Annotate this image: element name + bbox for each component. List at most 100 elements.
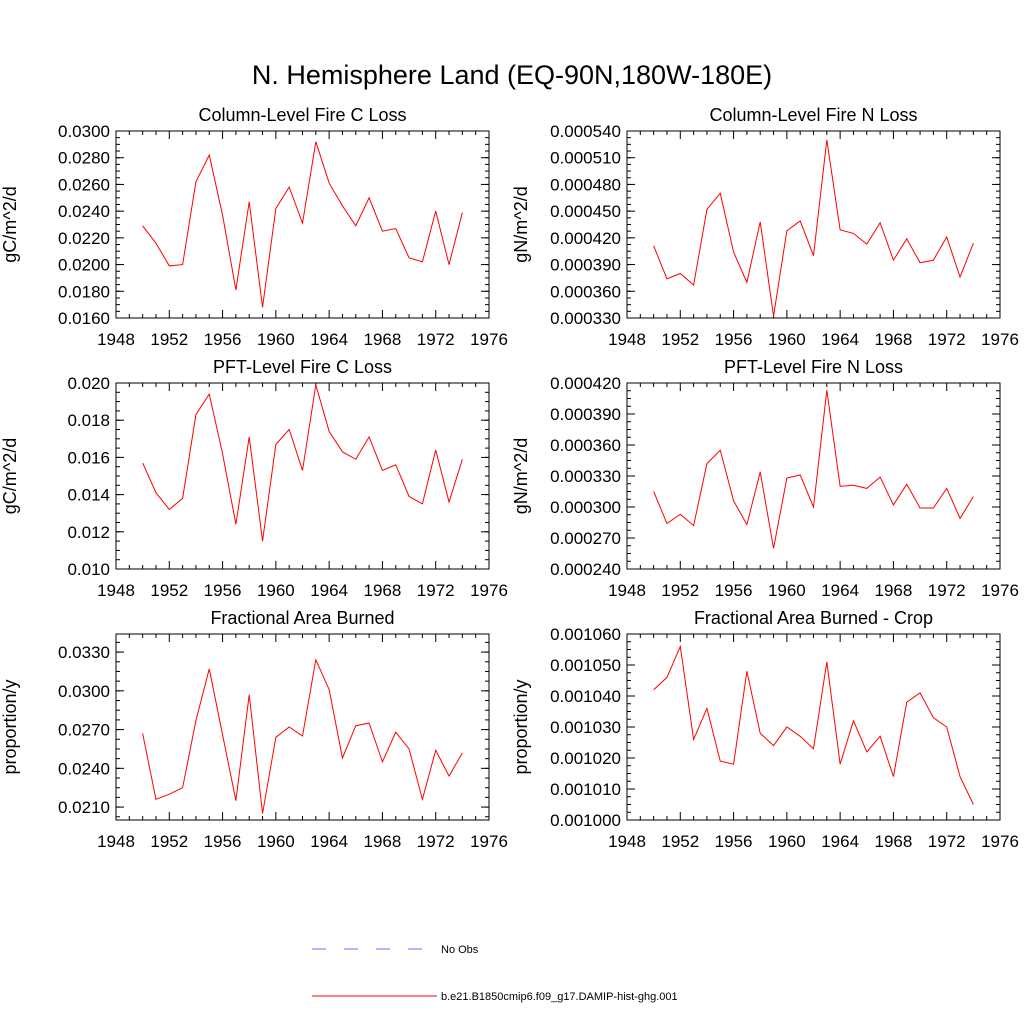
panel-6: Fractional Area Burned - Crop 1948 1952 195… <box>511 608 1019 851</box>
y-tick-label: 0.000540 <box>550 122 621 141</box>
legend: No Obs b.e21.B1850cmip6.f09_g17.DAMIP-his… <box>312 944 678 1003</box>
y-tick-label: 0.0240 <box>58 759 110 778</box>
series-line <box>653 390 974 549</box>
x-tick-label: 1976 <box>981 832 1019 851</box>
y-tick-label: 0.0300 <box>58 682 110 701</box>
chart-panels: Column-Level Fire C Loss 1948 1952 1956 1960… <box>0 105 1019 851</box>
y-tick-label: 0.000420 <box>550 374 621 393</box>
panel-2: Column-Level Fire N Loss 1948 1952 1956 1960… <box>511 105 1019 349</box>
y-tick-label: 0.0220 <box>58 229 110 248</box>
x-tick-label: 1952 <box>150 832 188 851</box>
x-tick-label: 1968 <box>875 832 913 851</box>
x-tick-label: 1952 <box>150 330 188 349</box>
x-tick-label: 1952 <box>150 581 188 600</box>
y-tick-label: 0.018 <box>67 411 110 430</box>
x-tick-label: 1952 <box>661 581 699 600</box>
legend-label: b.e21.B1850cmip6.f09_g17.DAMIP-hist-ghg.… <box>441 991 678 1003</box>
panel-title: Column-Level Fire N Loss <box>709 105 917 125</box>
x-tick-label: 1964 <box>310 832 348 851</box>
x-tick-label: 1948 <box>97 330 135 349</box>
x-tick-label: 1960 <box>768 832 806 851</box>
y-tick-label: 0.0240 <box>58 202 110 221</box>
y-tick-label: 0.001060 <box>550 625 621 644</box>
x-tick-label: 1956 <box>204 330 242 349</box>
y-tick-label: 0.000390 <box>550 256 621 275</box>
y-axis-label: gN/m^2/d <box>511 438 531 514</box>
y-tick-label: 0.0160 <box>58 309 110 328</box>
y-tick-label: 0.000360 <box>550 282 621 301</box>
y-axis-label: gC/m^2/d <box>0 186 20 262</box>
x-tick-label: 1976 <box>981 581 1019 600</box>
x-tick-label: 1972 <box>928 330 966 349</box>
y-tick-label: 0.000330 <box>550 467 621 486</box>
y-tick-label: 0.000450 <box>550 202 621 221</box>
y-tick-label: 0.0330 <box>58 643 110 662</box>
x-tick-label: 1948 <box>608 581 646 600</box>
panel-5: Fractional Area Burned 1948 1952 1956 1960 19… <box>0 608 508 851</box>
plot-frame <box>626 382 1001 570</box>
x-tick-label: 1968 <box>875 581 913 600</box>
x-tick-label: 1960 <box>257 330 295 349</box>
y-tick-label: 0.000480 <box>550 175 621 194</box>
y-tick-label: 0.001040 <box>550 687 621 706</box>
series-line <box>653 644 974 805</box>
main-title: N. Hemisphere Land (EQ-90N,180W-180E) <box>252 60 772 90</box>
y-axis-label: proportion/y <box>0 679 20 774</box>
y-tick-label: 0.012 <box>67 523 110 542</box>
y-axis-label: proportion/y <box>511 679 531 774</box>
panel-title: Fractional Area Burned <box>210 608 394 628</box>
y-tick-label: 0.0180 <box>58 282 110 301</box>
plot-frame <box>115 382 490 570</box>
series-line <box>142 658 463 814</box>
panel-1: Column-Level Fire C Loss 1948 1952 1956 1960… <box>0 105 508 349</box>
x-tick-label: 1972 <box>417 832 455 851</box>
x-tick-label: 1964 <box>821 832 859 851</box>
x-tick-label: 1968 <box>364 832 402 851</box>
x-tick-label: 1972 <box>417 330 455 349</box>
x-tick-label: 1964 <box>821 581 859 600</box>
x-tick-label: 1960 <box>768 581 806 600</box>
y-tick-label: 0.000270 <box>550 529 621 548</box>
y-tick-label: 0.000510 <box>550 149 621 168</box>
plot-frame <box>115 633 490 821</box>
series-line <box>142 384 463 542</box>
y-tick-label: 0.0280 <box>58 149 110 168</box>
x-tick-label: 1968 <box>364 581 402 600</box>
y-tick-label: 0.000300 <box>550 498 621 517</box>
x-tick-label: 1972 <box>417 581 455 600</box>
plot-frame <box>626 130 1001 319</box>
panel-title: PFT-Level Fire N Loss <box>724 357 903 377</box>
x-tick-label: 1976 <box>981 330 1019 349</box>
panel-title: Fractional Area Burned - Crop <box>694 608 933 628</box>
x-tick-label: 1960 <box>257 581 295 600</box>
y-tick-label: 0.010 <box>67 560 110 579</box>
x-tick-label: 1976 <box>470 330 508 349</box>
y-tick-label: 0.020 <box>67 374 110 393</box>
panel-3: PFT-Level Fire C Loss 1948 1952 1956 1960 196… <box>0 357 508 600</box>
x-tick-label: 1948 <box>97 581 135 600</box>
y-tick-label: 0.0300 <box>58 122 110 141</box>
x-tick-label: 1964 <box>821 330 859 349</box>
x-tick-label: 1972 <box>928 581 966 600</box>
x-tick-label: 1952 <box>661 330 699 349</box>
y-tick-label: 0.000330 <box>550 309 621 328</box>
panel-title: PFT-Level Fire C Loss <box>213 357 392 377</box>
panel-title: Column-Level Fire C Loss <box>198 105 406 125</box>
x-tick-label: 1956 <box>715 581 753 600</box>
y-tick-label: 0.001020 <box>550 749 621 768</box>
y-tick-label: 0.016 <box>67 448 110 467</box>
x-tick-label: 1960 <box>257 832 295 851</box>
y-tick-label: 0.001030 <box>550 718 621 737</box>
x-tick-label: 1972 <box>928 832 966 851</box>
panel-4: PFT-Level Fire N Loss 1948 1952 1956 1960 196… <box>511 357 1019 600</box>
x-tick-label: 1956 <box>715 832 753 851</box>
y-tick-label: 0.000240 <box>550 560 621 579</box>
y-tick-label: 0.014 <box>67 486 110 505</box>
x-tick-label: 1976 <box>470 832 508 851</box>
x-tick-label: 1948 <box>97 832 135 851</box>
x-tick-label: 1948 <box>608 832 646 851</box>
x-tick-label: 1956 <box>204 581 242 600</box>
y-tick-label: 0.0270 <box>58 721 110 740</box>
legend-label: No Obs <box>441 944 479 956</box>
